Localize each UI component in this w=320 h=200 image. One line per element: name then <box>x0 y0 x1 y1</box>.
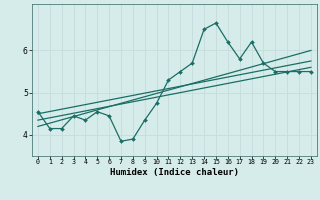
X-axis label: Humidex (Indice chaleur): Humidex (Indice chaleur) <box>110 168 239 177</box>
